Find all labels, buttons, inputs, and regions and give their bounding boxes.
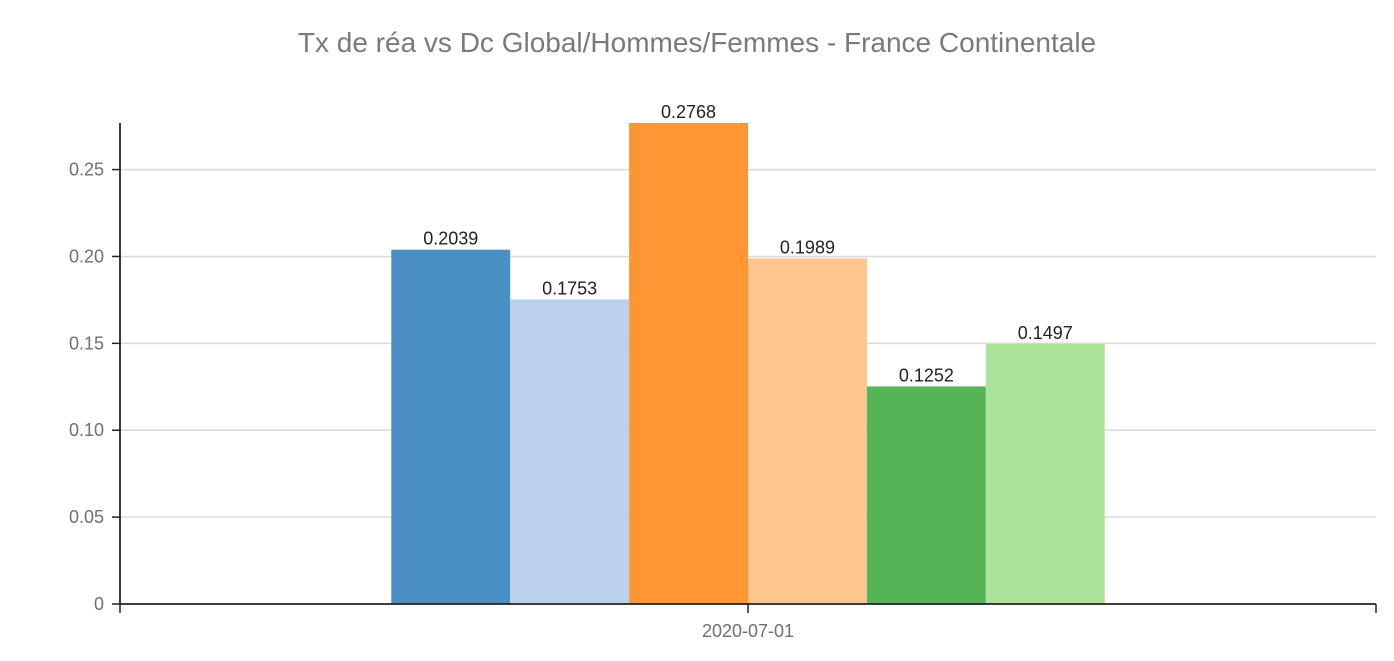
bar <box>985 343 1105 604</box>
axes: 0 0.05 0.10 0.15 0.20 0.25 2020-07-01 <box>69 123 1377 641</box>
bar <box>866 386 986 604</box>
bar-value-label: 0.1497 <box>1018 323 1073 343</box>
y-tick-label: 0.15 <box>69 333 104 353</box>
y-tick-label: 0.25 <box>69 160 104 180</box>
chart-title: Tx de réa vs Dc Global/Hommes/Femmes - F… <box>298 27 1096 58</box>
bar-value-label: 0.2768 <box>661 102 716 122</box>
y-tick-label: 0.20 <box>69 246 104 266</box>
bar <box>748 258 867 604</box>
y-tick-label: 0.05 <box>69 507 104 527</box>
bar-value-label: 0.1252 <box>899 365 954 385</box>
y-tick-label: 0.10 <box>69 420 104 440</box>
bar <box>391 249 511 604</box>
bar-value-label: 0.1753 <box>542 278 597 298</box>
y-tick-label: 0 <box>94 594 104 614</box>
x-tick-label: 2020-07-01 <box>702 621 794 641</box>
bar <box>510 299 630 604</box>
bar <box>629 123 748 604</box>
bars <box>391 123 1105 604</box>
data-labels: 0.2039 0.1753 0.2768 0.1989 0.1252 0.1497 <box>423 102 1073 385</box>
bar-value-label: 0.1989 <box>780 237 835 257</box>
bar-value-label: 0.2039 <box>423 229 478 249</box>
